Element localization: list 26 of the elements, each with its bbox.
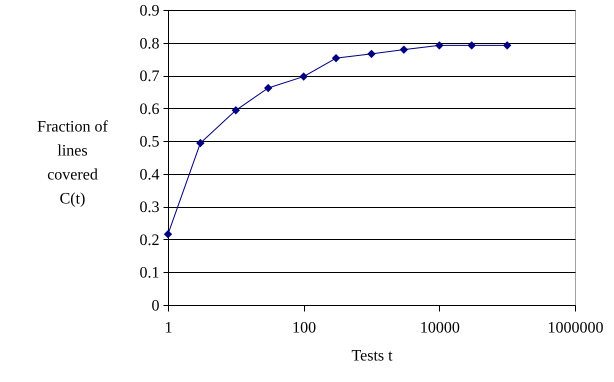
- y-tick-label: 0.7: [140, 68, 160, 86]
- y-tick-label: 0.3: [140, 199, 160, 216]
- point: [435, 41, 444, 50]
- y-tick-label: 0.1: [140, 264, 160, 282]
- x-tick-label: 100: [292, 320, 316, 336]
- y-tick-label: 0.4: [140, 166, 160, 184]
- x-axis-title: Tests t: [351, 348, 394, 364]
- point: [502, 41, 512, 50]
- point: [367, 50, 376, 58]
- point: [299, 72, 308, 81]
- x-tick-label: 1: [164, 320, 172, 336]
- point: [332, 54, 340, 62]
- point: [400, 45, 408, 54]
- point: [264, 84, 272, 92]
- y-tick-label: 0.6: [140, 100, 160, 118]
- x-tick-label: 1000000: [548, 320, 604, 336]
- point: [232, 106, 240, 114]
- y-axis-title: Fraction of lines covered C(t): [37, 118, 108, 208]
- point: [468, 41, 476, 50]
- point: [196, 138, 205, 148]
- y-tick-label: 0.2: [140, 232, 160, 249]
- y-tick-label: 0: [152, 298, 160, 314]
- y-tick-label: 0.9: [140, 2, 160, 20]
- y-tick-label: 0.8: [140, 35, 160, 52]
- x-tick-label: 10000: [420, 320, 460, 336]
- y-tick-label: 0.5: [140, 134, 160, 151]
